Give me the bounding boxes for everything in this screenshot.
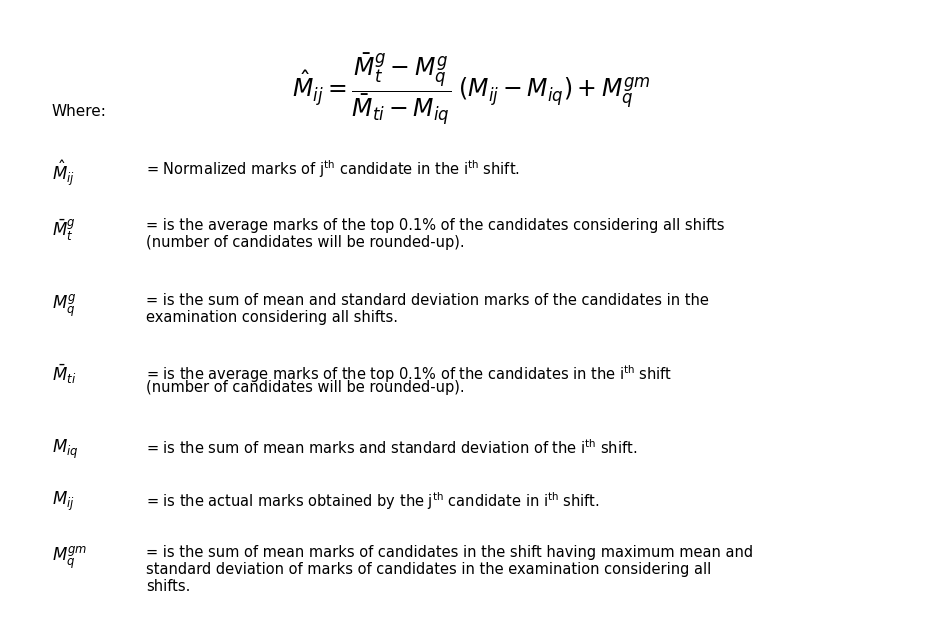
Text: = is the sum of mean and standard deviation marks of the candidates in the: = is the sum of mean and standard deviat… — [146, 293, 709, 308]
Text: = is the average marks of the top 0.1% of the candidates considering all shifts: = is the average marks of the top 0.1% o… — [146, 218, 724, 233]
Text: (number of candidates will be rounded-up).: (number of candidates will be rounded-up… — [146, 235, 464, 250]
Text: examination considering all shifts.: examination considering all shifts. — [146, 310, 398, 325]
Text: $\bar{M}_{ti}$: $\bar{M}_{ti}$ — [52, 363, 76, 386]
Text: standard deviation of marks of candidates in the examination considering all: standard deviation of marks of candidate… — [146, 562, 711, 577]
Text: = is the actual marks obtained by the $\mathregular{j^{th}}$ candidate in $\math: = is the actual marks obtained by the $\… — [146, 490, 600, 511]
Text: $\bar{M}^{g}_{t}$: $\bar{M}^{g}_{t}$ — [52, 218, 75, 244]
Text: Where:: Where: — [52, 104, 106, 119]
Text: (number of candidates will be rounded-up).: (number of candidates will be rounded-up… — [146, 380, 464, 395]
Text: $M_{iq}$: $M_{iq}$ — [52, 438, 78, 461]
Text: $M^{gm}_{q}$: $M^{gm}_{q}$ — [52, 545, 88, 571]
Text: $\hat{M}_{ij}$: $\hat{M}_{ij}$ — [52, 158, 74, 188]
Text: = is the average marks of the top 0.1% of the candidates in the $\mathregular{i^: = is the average marks of the top 0.1% o… — [146, 363, 673, 385]
Text: = Normalized marks of $\mathregular{j^{th}}$ candidate in the $\mathregular{i^{t: = Normalized marks of $\mathregular{j^{t… — [146, 158, 520, 180]
Text: = is the sum of mean marks and standard deviation of the $\mathregular{i^{th}}$ : = is the sum of mean marks and standard … — [146, 438, 637, 457]
Text: $M^{g}_{q}$: $M^{g}_{q}$ — [52, 293, 76, 319]
Text: shifts.: shifts. — [146, 579, 190, 594]
Text: $\hat{M}_{ij} = \dfrac{\bar{M}^{g}_{t} - M^{g}_{q}}{\bar{M}_{ti} - M_{iq}}\; (M_: $\hat{M}_{ij} = \dfrac{\bar{M}^{g}_{t} -… — [292, 52, 650, 128]
Text: $M_{ij}$: $M_{ij}$ — [52, 490, 74, 513]
Text: = is the sum of mean marks of candidates in the shift having maximum mean and: = is the sum of mean marks of candidates… — [146, 545, 754, 560]
